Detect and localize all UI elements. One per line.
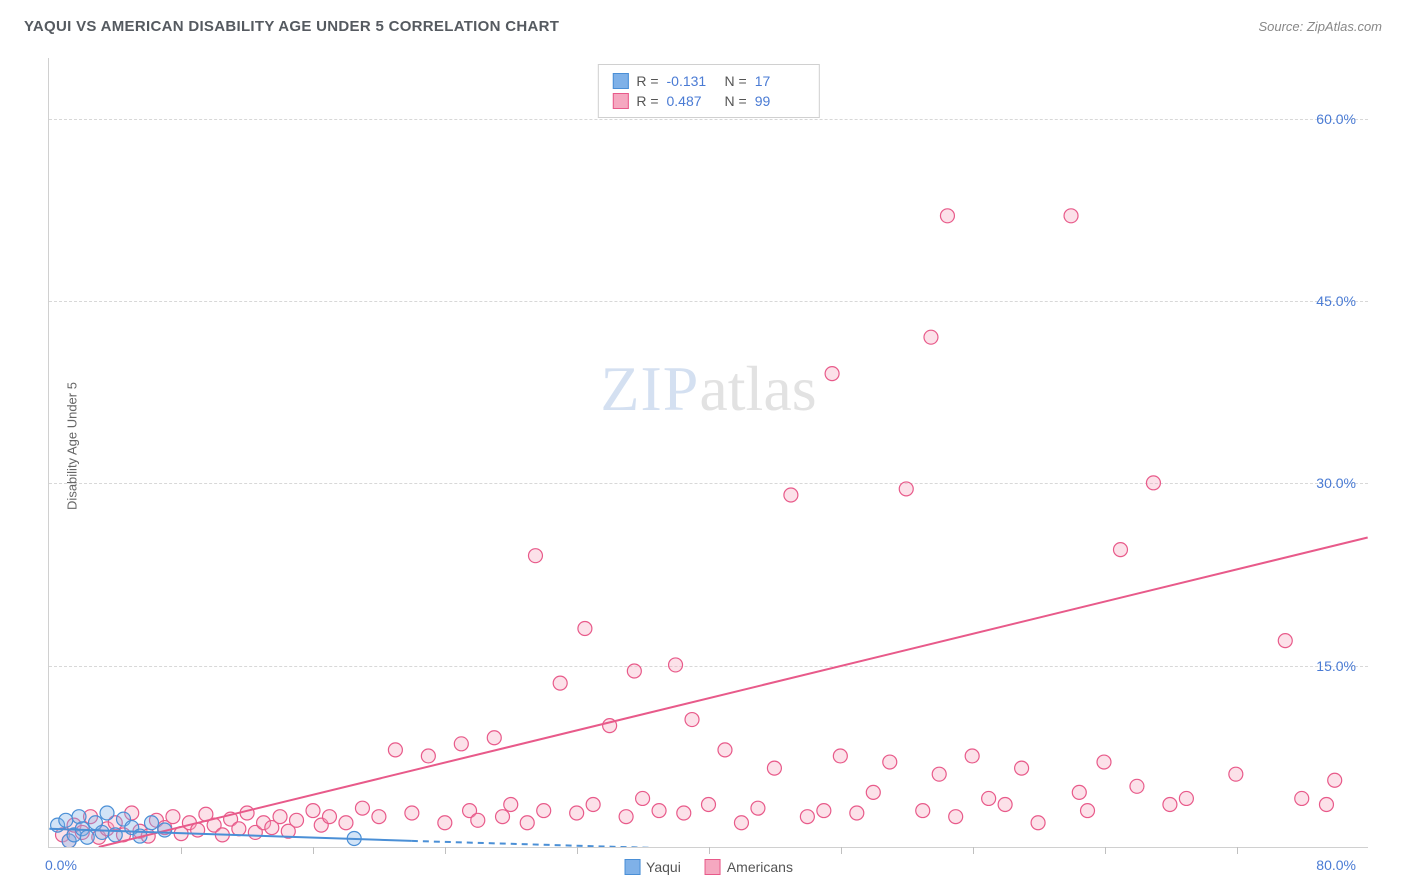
series-legend: Yaqui Americans [624,859,793,875]
source-attribution: Source: ZipAtlas.com [1258,19,1382,34]
legend-row-americans: R = 0.487 N = 99 [612,91,804,111]
x-tick [181,847,182,854]
chart-title: YAQUI VS AMERICAN DISABILITY AGE UNDER 5… [24,18,559,35]
x-tick [1105,847,1106,854]
yaqui-swatch-icon [612,73,628,89]
chart-plot-area: ZIPatlas R = -0.131 N = 17 R = 0.487 N =… [48,58,1368,848]
x-tick [841,847,842,854]
legend-item-americans: Americans [705,859,793,875]
americans-swatch-icon [705,859,721,875]
scatter-svg [49,58,1368,847]
x-tick [709,847,710,854]
americans-swatch-icon [612,93,628,109]
x-tick [577,847,578,854]
legend-item-yaqui: Yaqui [624,859,681,875]
x-axis-end-label: 80.0% [1316,857,1356,873]
x-axis-start-label: 0.0% [45,857,77,873]
legend-row-yaqui: R = -0.131 N = 17 [612,71,804,91]
correlation-legend: R = -0.131 N = 17 R = 0.487 N = 99 [597,64,819,118]
yaqui-swatch-icon [624,859,640,875]
x-tick [445,847,446,854]
x-tick [313,847,314,854]
x-tick [973,847,974,854]
x-tick [1237,847,1238,854]
